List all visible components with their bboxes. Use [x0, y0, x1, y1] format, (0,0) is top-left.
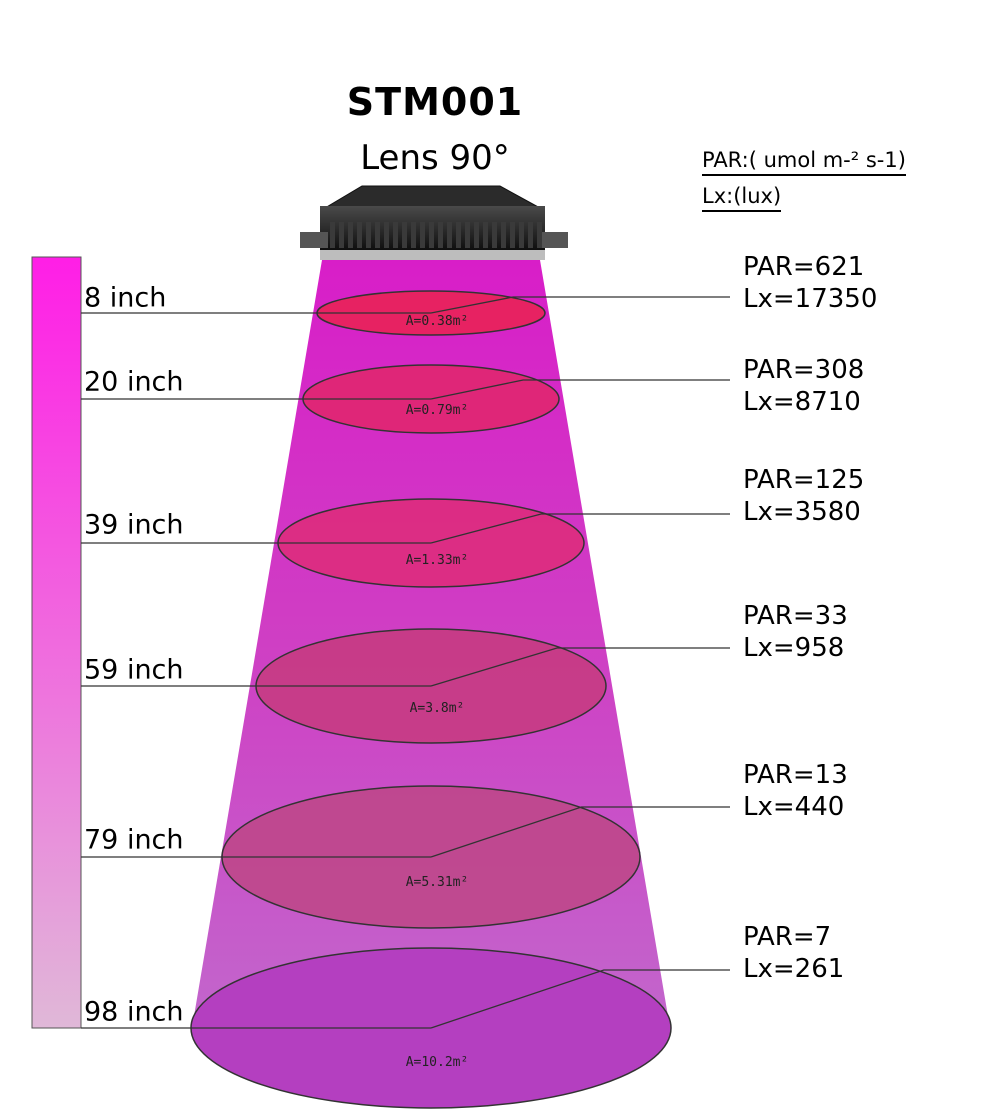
height-label: 79 inch	[84, 824, 184, 856]
heatsink-fin	[429, 222, 434, 248]
heatsink-fin	[537, 222, 542, 248]
light-reading: PAR=7 Lx=261	[743, 921, 844, 985]
model-title: STM001	[346, 80, 524, 124]
heatsink-fin	[519, 222, 524, 248]
light-reading: PAR=621 Lx=17350	[743, 251, 877, 315]
heatsink-fin	[384, 222, 389, 248]
heatsink-fin	[528, 222, 533, 248]
lens-angle: Lens 90°	[360, 138, 510, 178]
grow-light-fixture	[300, 185, 568, 260]
par-value: PAR=125	[743, 465, 865, 495]
height-label: 39 inch	[84, 509, 184, 541]
light-reading: PAR=13 Lx=440	[743, 759, 848, 823]
heatsink-fin	[438, 222, 443, 248]
heatsink-fin	[375, 222, 380, 248]
par-value: PAR=13	[743, 760, 848, 790]
heatsink-fin	[474, 222, 479, 248]
height-label: 59 inch	[84, 654, 184, 686]
par-unit-label: PAR:( umol m-² s-1)	[702, 148, 906, 176]
coverage-area-label: A=3.8m²	[410, 701, 465, 716]
heatsink-fin	[510, 222, 515, 248]
light-reading: PAR=125 Lx=3580	[743, 464, 864, 528]
lux-value: Lx=261	[743, 954, 845, 984]
height-label: 98 inch	[84, 996, 184, 1028]
reading-leader-line	[430, 513, 730, 544]
lux-value: Lx=440	[743, 792, 845, 822]
par-value: PAR=308	[743, 355, 865, 385]
coverage-area-label: A=10.2m²	[406, 1055, 469, 1070]
heatsink-fin	[348, 222, 353, 248]
height-label: 8 inch	[84, 282, 167, 314]
heatsink-fin	[501, 222, 506, 248]
par-value: PAR=33	[743, 601, 848, 631]
height-scale-bar	[31, 256, 82, 1029]
heatsink-fin	[411, 222, 416, 248]
heatsink-fin	[492, 222, 497, 248]
lux-value: Lx=8710	[743, 387, 861, 417]
reading-leader-line	[430, 296, 730, 314]
heatsink-fin	[456, 222, 461, 248]
light-reading: PAR=33 Lx=958	[743, 600, 848, 664]
reading-leader-line	[430, 806, 730, 858]
coverage-area-label: A=1.33m²	[406, 553, 469, 568]
coverage-area-label: A=0.79m²	[406, 403, 469, 418]
heatsink-fin	[465, 222, 470, 248]
lux-value: Lx=17350	[743, 284, 878, 314]
coverage-area-label: A=0.38m²	[406, 314, 469, 329]
lx-unit-label: Lx:(lux)	[702, 184, 782, 212]
lux-value: Lx=958	[743, 633, 845, 663]
heatsink-fin	[447, 222, 452, 248]
reading-leader-line	[430, 969, 730, 1029]
light-reading: PAR=308 Lx=8710	[743, 354, 864, 418]
lux-value: Lx=3580	[743, 497, 861, 527]
heatsink-fin	[357, 222, 362, 248]
heatsink-fin	[339, 222, 344, 248]
heatsink-fin	[402, 222, 407, 248]
height-label: 20 inch	[84, 366, 184, 398]
coverage-area-label: A=5.31m²	[406, 875, 469, 890]
par-value: PAR=7	[743, 922, 832, 952]
reading-leader-line	[430, 647, 730, 687]
reading-leader-line	[430, 379, 730, 400]
heatsink-fin	[420, 222, 425, 248]
heatsink-fin	[393, 222, 398, 248]
heatsink-fin	[330, 222, 335, 248]
heatsink-fin	[483, 222, 488, 248]
heatsink-fin	[366, 222, 371, 248]
par-value: PAR=621	[743, 252, 865, 282]
